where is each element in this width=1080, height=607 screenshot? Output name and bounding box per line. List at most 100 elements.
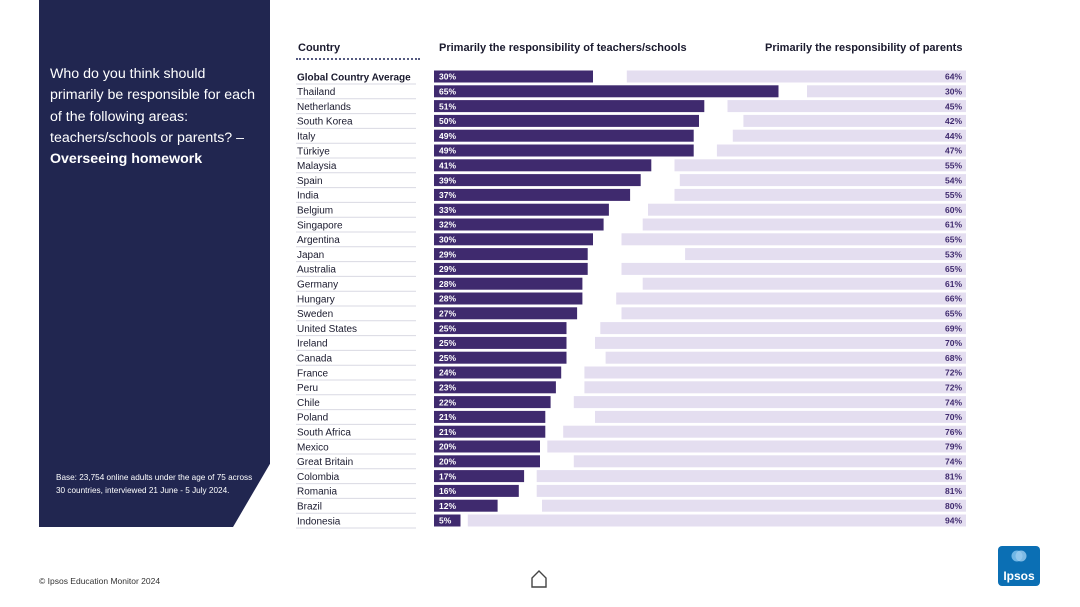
teachers-bar (434, 514, 461, 527)
footer-copyright: © Ipsos Education Monitor 2024 (39, 576, 161, 586)
teachers-value-label: 30% (439, 235, 456, 245)
teachers-bar (434, 307, 578, 320)
teachers-bar (434, 114, 699, 127)
parents-value-label: 66% (945, 294, 962, 304)
parents-bar (542, 499, 966, 512)
teachers-bar (434, 248, 588, 261)
parents-value-label: 30% (945, 87, 962, 97)
teachers-bar (434, 410, 546, 423)
parents-bar (584, 381, 966, 394)
parents-value-label: 69% (945, 323, 962, 333)
teachers-value-label: 28% (439, 279, 456, 289)
header-divider (296, 58, 420, 60)
teachers-value-label: 29% (439, 249, 456, 259)
parents-value-label: 79% (945, 442, 962, 452)
parents-value-label: 72% (945, 368, 962, 378)
country-label: Italy (297, 132, 315, 143)
teachers-bar (434, 70, 593, 83)
parents-value-label: 44% (945, 131, 962, 141)
parents-bar (573, 396, 966, 409)
parents-bar (727, 100, 966, 113)
teachers-bar (434, 425, 546, 438)
parents-value-label: 55% (945, 161, 962, 171)
parents-bar (621, 307, 966, 320)
parents-value-label: 81% (945, 486, 962, 496)
teachers-bar (434, 188, 631, 201)
parents-bar (616, 292, 966, 305)
parents-bar (807, 85, 966, 98)
teachers-value-label: 41% (439, 161, 456, 171)
parents-value-label: 70% (945, 412, 962, 422)
country-label: United States (297, 324, 357, 335)
teachers-value-label: 27% (439, 309, 456, 319)
country-label: Türkiye (297, 146, 330, 157)
header-teachers: Primarily the responsibility of teachers… (439, 42, 687, 54)
teachers-bar (434, 159, 652, 172)
teachers-bar (434, 277, 583, 290)
parents-value-label: 72% (945, 383, 962, 393)
parents-value-label: 74% (945, 457, 962, 467)
teachers-bar (434, 100, 705, 113)
parents-bar (626, 70, 966, 83)
parents-value-label: 54% (945, 175, 962, 185)
parents-bar (685, 248, 966, 261)
parents-bar (467, 514, 966, 527)
country-label: Peru (297, 383, 318, 394)
parents-value-label: 70% (945, 338, 962, 348)
country-label: Germany (297, 280, 338, 291)
teachers-bar (434, 262, 588, 275)
question-topic-prefix: – (236, 129, 245, 146)
teachers-value-label: 65% (439, 87, 456, 97)
teachers-value-label: 16% (439, 486, 456, 496)
parents-value-label: 65% (945, 309, 962, 319)
country-label: India (297, 191, 319, 202)
country-label: Malaysia (297, 161, 337, 172)
country-label: Ireland (297, 339, 328, 350)
parents-value-label: 76% (945, 427, 962, 437)
base-note: Base: 23,754 online adults under the age… (56, 473, 253, 495)
country-label: Spain (297, 176, 323, 187)
side-panel (39, 0, 270, 527)
teachers-bar (434, 144, 694, 157)
home-icon[interactable] (530, 569, 548, 589)
teachers-value-label: 17% (439, 471, 456, 481)
parents-value-label: 94% (945, 516, 962, 526)
teachers-bar (434, 366, 562, 379)
teachers-value-label: 21% (439, 427, 456, 437)
parents-bar (642, 277, 966, 290)
teachers-bar (434, 396, 551, 409)
ipsos-logo-mark (1011, 550, 1027, 562)
parents-bar (536, 484, 966, 497)
country-label: Netherlands (297, 102, 351, 113)
country-label: Australia (297, 265, 336, 276)
teachers-bar (434, 174, 641, 187)
parents-value-label: 55% (945, 190, 962, 200)
parents-bar (573, 455, 966, 468)
country-label: South Korea (297, 117, 353, 128)
header-country: Country (298, 42, 341, 54)
country-label: Poland (297, 413, 328, 424)
parents-value-label: 80% (945, 501, 962, 511)
teachers-bar (434, 455, 540, 468)
parents-bar (536, 470, 966, 483)
teachers-value-label: 49% (439, 131, 456, 141)
parents-value-label: 61% (945, 279, 962, 289)
question-text: Who do you think should primarily be res… (50, 64, 262, 170)
teachers-value-label: 20% (439, 442, 456, 452)
teachers-bar (434, 440, 540, 453)
parents-bar (584, 366, 966, 379)
parents-value-label: 60% (945, 205, 962, 215)
parents-bar (716, 144, 966, 157)
teachers-bar (434, 470, 525, 483)
parents-bar (621, 233, 966, 246)
country-label: Japan (297, 250, 324, 261)
parents-value-label: 64% (945, 72, 962, 82)
parents-bar (563, 425, 966, 438)
parents-value-label: 74% (945, 397, 962, 407)
country-label: Romania (297, 487, 337, 498)
teachers-value-label: 30% (439, 72, 456, 82)
teachers-value-label: 37% (439, 190, 456, 200)
teachers-value-label: 39% (439, 175, 456, 185)
parents-value-label: 53% (945, 249, 962, 259)
question-body: Who do you think should primarily be res… (50, 66, 256, 146)
